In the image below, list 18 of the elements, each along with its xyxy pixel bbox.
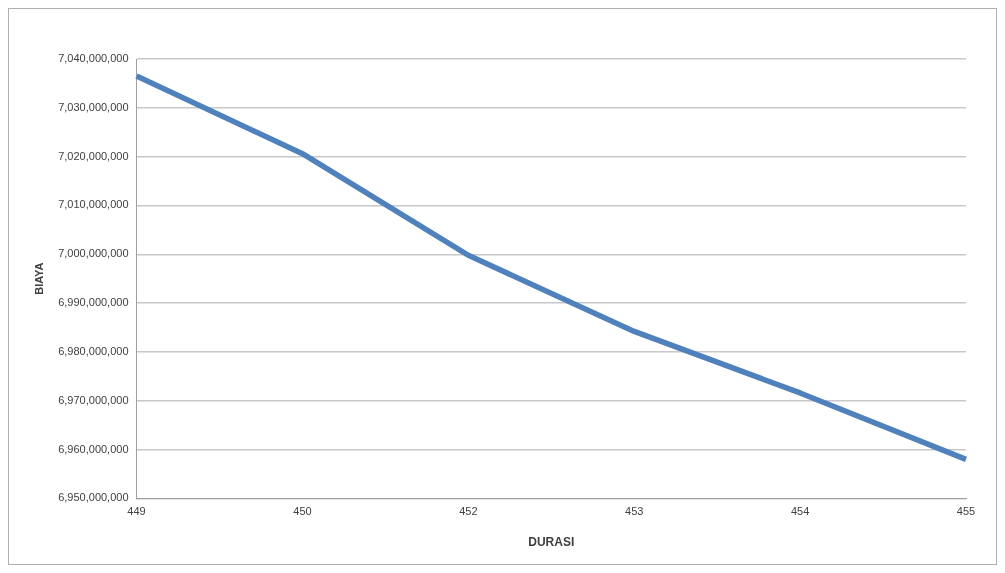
x-axis-title: DURASI: [528, 535, 575, 550]
x-tick-label: 450: [293, 505, 312, 518]
y-axis-title: BIAYA: [32, 262, 45, 295]
y-tick-label: 7,030,000,000: [58, 100, 129, 113]
x-tick-label: 452: [459, 505, 478, 518]
y-tick-label: 7,010,000,000: [58, 198, 129, 211]
x-tick-label: 449: [127, 505, 146, 518]
x-tick-label: 455: [956, 505, 976, 518]
y-tick-label: 7,040,000,000: [58, 52, 129, 65]
y-tick-label: 6,950,000,000: [58, 491, 129, 504]
x-tick-label: 453: [625, 505, 644, 518]
y-tick-label: 6,990,000,000: [58, 296, 129, 309]
x-tick-label: 454: [790, 505, 810, 518]
y-tick-label: 7,000,000,000: [58, 247, 129, 260]
y-tick-label: 6,970,000,000: [58, 393, 129, 406]
y-tick-label: 7,020,000,000: [58, 149, 129, 162]
y-tick-label: 6,960,000,000: [58, 442, 129, 455]
y-tick-label: 6,980,000,000: [58, 344, 129, 357]
